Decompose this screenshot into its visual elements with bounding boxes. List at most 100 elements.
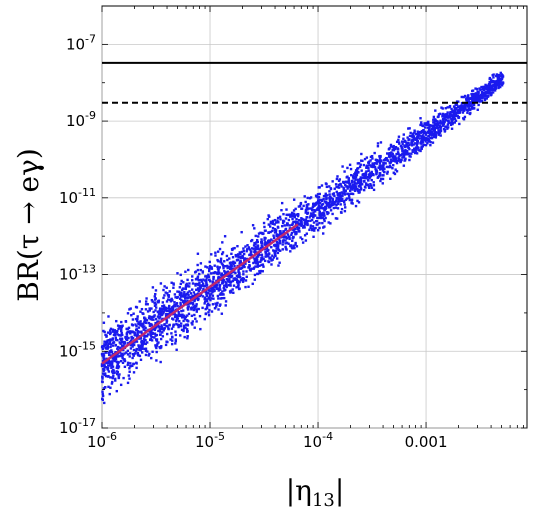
- scatter-point: [378, 168, 382, 171]
- reference-lines: [102, 61, 527, 104]
- scatter-point: [204, 307, 207, 311]
- scatter-point: [281, 224, 284, 228]
- scatter-point: [165, 309, 168, 313]
- scatter-point: [486, 88, 489, 92]
- scatter-point: [237, 269, 240, 272]
- scatter-point: [434, 122, 438, 126]
- scatter-point: [135, 362, 138, 365]
- scatter-point: [162, 312, 165, 315]
- scatter-point: [110, 364, 114, 367]
- scatter-point: [108, 350, 112, 353]
- scatter-point: [126, 363, 129, 367]
- scatter-point: [129, 347, 133, 350]
- scatter-point: [350, 173, 353, 177]
- scatter-point: [101, 392, 104, 396]
- scatter-point: [168, 310, 171, 314]
- scatter-point: [193, 305, 197, 309]
- scatter-point: [496, 75, 499, 79]
- scatter-point: [193, 326, 196, 329]
- scatter-point: [498, 78, 502, 82]
- scatter-point: [262, 257, 265, 261]
- scatter-point: [129, 339, 133, 342]
- scatter-point: [144, 339, 147, 342]
- scatter-point: [263, 225, 266, 229]
- scatter-point: [325, 185, 329, 189]
- scatter-point: [288, 213, 291, 216]
- y-tick-label-exponent: -11: [78, 186, 96, 199]
- scatter-point: [356, 181, 360, 185]
- scatter-point: [257, 232, 261, 235]
- scatter-point: [403, 139, 407, 143]
- scatter-point: [277, 264, 280, 267]
- scatter-point: [461, 111, 465, 114]
- scatter-point: [335, 190, 338, 194]
- scatter-point: [140, 322, 143, 326]
- scatter-point: [109, 345, 112, 349]
- scatter-point: [190, 321, 193, 325]
- scatter-point: [476, 108, 479, 111]
- scatter-point: [142, 338, 146, 341]
- scatter-point: [104, 366, 107, 369]
- scatter-point: [210, 287, 213, 291]
- scatter-point: [151, 350, 154, 353]
- scatter-point: [408, 138, 411, 141]
- scatter-point: [140, 351, 144, 354]
- scatter-point: [202, 278, 205, 281]
- scatter-point: [256, 240, 259, 244]
- scatter-point: [407, 127, 410, 130]
- scatter-point: [434, 126, 437, 129]
- scatter-point: [219, 297, 223, 300]
- scatter-point: [158, 307, 162, 311]
- scatter-point: [226, 266, 229, 270]
- scatter-point: [377, 166, 380, 169]
- scatter-point: [296, 212, 300, 216]
- y-tick-label: 10-13: [59, 263, 96, 284]
- scatter-point: [150, 298, 154, 302]
- scatter-point: [305, 232, 308, 235]
- scatter-point: [111, 338, 114, 341]
- scatter-point: [258, 264, 261, 267]
- scatter-point: [405, 153, 408, 156]
- scatter-point: [173, 305, 177, 308]
- scatter-point: [209, 298, 212, 302]
- y-tick-label-exponent: -7: [85, 32, 96, 45]
- scatter-point: [141, 343, 144, 346]
- scatter-point: [260, 263, 263, 267]
- scatter-point: [359, 176, 362, 179]
- scatter-point: [395, 140, 399, 143]
- scatter-point: [385, 165, 389, 169]
- scatter-point: [368, 186, 371, 190]
- scatter-point: [135, 328, 139, 331]
- scatter-point: [410, 142, 413, 145]
- scatter-point: [210, 310, 214, 313]
- scatter-point: [364, 171, 367, 175]
- scatter-point: [179, 322, 183, 325]
- scatter-point: [347, 177, 351, 180]
- scatter-point: [346, 175, 349, 178]
- scatter-point: [369, 183, 372, 186]
- scatter-point: [125, 338, 129, 342]
- scatter-point: [217, 269, 220, 273]
- scatter-point: [106, 375, 110, 378]
- scatter-point: [391, 148, 394, 152]
- scatter-point: [205, 280, 208, 283]
- scatter-point: [414, 150, 418, 154]
- scatter-point: [187, 302, 190, 306]
- scatter-point: [365, 173, 368, 176]
- scatter-point: [477, 103, 480, 107]
- scatter-point: [210, 266, 213, 270]
- scatter-point: [269, 220, 273, 224]
- scatter-point: [178, 319, 181, 323]
- scatter-point: [403, 153, 407, 156]
- scatter-point: [224, 283, 228, 287]
- scatter-point: [198, 272, 201, 276]
- scatter-point: [159, 360, 162, 364]
- scatter-point: [225, 254, 229, 258]
- scatter-point: [392, 155, 395, 159]
- scatter-point: [155, 333, 159, 337]
- scatter-point: [208, 303, 211, 307]
- scatter-point: [307, 207, 311, 210]
- scatter-point: [101, 390, 104, 393]
- scatter-point: [186, 335, 189, 338]
- scatter-point: [206, 303, 210, 306]
